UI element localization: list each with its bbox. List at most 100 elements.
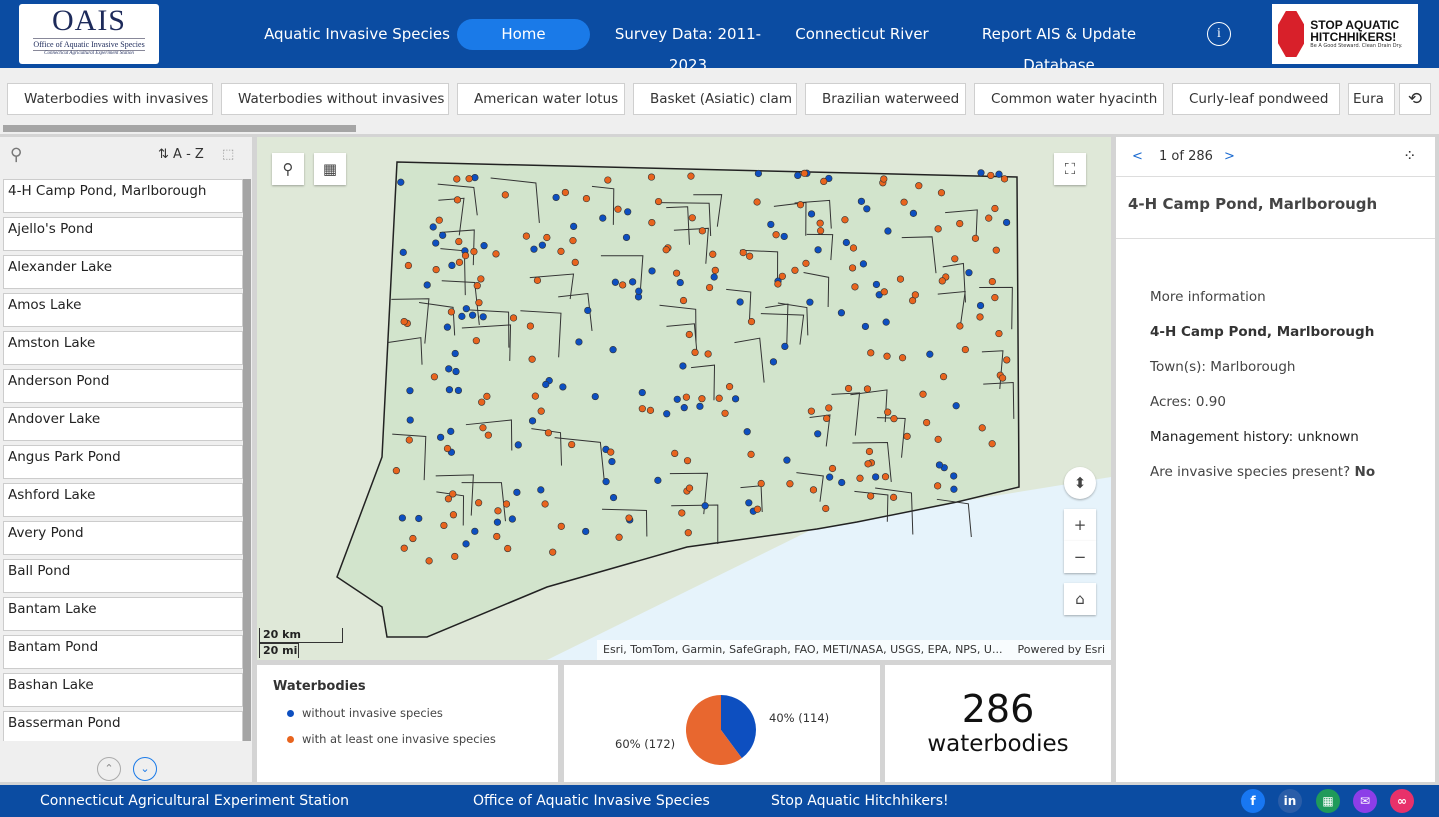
filter-basket-clam[interactable]: Basket (Asiatic) clam xyxy=(633,83,797,115)
zoom-in-button[interactable]: + xyxy=(1064,509,1096,541)
qr-code-icon[interactable]: ▦ xyxy=(314,153,346,185)
waterbody-point-with xyxy=(864,460,872,468)
search-icon[interactable]: ⚲ xyxy=(272,153,304,185)
waterbody-point-without xyxy=(872,473,880,481)
waterbody-point-with xyxy=(934,482,942,490)
filter-brazilian-waterweed[interactable]: Brazilian waterweed xyxy=(805,83,966,115)
waterbody-point-with xyxy=(509,314,518,322)
list-item[interactable]: Amos Lake xyxy=(3,293,243,327)
filter-curly-leaf-pondweed[interactable]: Curly-leaf pondweed xyxy=(1172,83,1340,115)
nav-aquatic-invasive-species[interactable]: Aquatic Invasive Species xyxy=(264,25,450,43)
list-item[interactable]: Ajello's Pond xyxy=(3,217,243,251)
facebook-icon[interactable]: f xyxy=(1241,789,1265,813)
fullscreen-icon[interactable]: ⛶ xyxy=(1054,153,1086,185)
waterbody-point-without xyxy=(859,260,868,268)
oais-logo[interactable]: OAIS Office of Aquatic Invasive Species … xyxy=(19,4,159,64)
map-canvas[interactable] xyxy=(257,137,1111,660)
filter-american-water-lotus[interactable]: American water lotus xyxy=(457,83,625,115)
linkedin-icon[interactable]: in xyxy=(1278,789,1302,813)
list-item[interactable]: Amston Lake xyxy=(3,331,243,365)
zoom-out-button[interactable]: − xyxy=(1064,541,1096,573)
waterbody-point-without xyxy=(468,311,477,319)
footer-link-oais[interactable]: Office of Aquatic Invasive Species xyxy=(473,793,710,809)
waterbody-point-with xyxy=(881,473,890,481)
waterbody-point-without xyxy=(570,222,578,230)
legend-widget: Waterbodies without invasive species wit… xyxy=(257,665,558,782)
email-icon[interactable]: ✉ xyxy=(1353,789,1377,813)
filter-eurasian[interactable]: Eura xyxy=(1348,83,1395,115)
list-item[interactable]: Alexander Lake xyxy=(3,255,243,289)
list-item[interactable]: Bashan Lake xyxy=(3,673,243,707)
list-item[interactable]: Bantam Lake xyxy=(3,597,243,631)
waterbody-point-with xyxy=(494,507,502,515)
clear-selection-icon[interactable]: ⬚ xyxy=(222,147,235,162)
waterbody-point-with xyxy=(543,233,551,242)
nav-survey-data[interactable]: Survey Data: 2011-2023 xyxy=(614,25,762,74)
previous-button[interactable]: < xyxy=(1132,149,1143,164)
map[interactable]: ⚲ ▦ ⛶ ⬍ + − ⌂ 20 km 20 mi Esri, TomTom, G… xyxy=(257,137,1111,660)
waterbody-point-without xyxy=(679,362,687,370)
waterbody-point-with xyxy=(991,204,999,213)
waterbody-point-without xyxy=(399,248,407,256)
waterbody-point-without xyxy=(814,246,822,254)
waterbody-point-with xyxy=(404,261,412,270)
pie-slice[interactable] xyxy=(686,695,742,765)
waterbody-point-with xyxy=(937,189,946,197)
waterbody-point-with xyxy=(544,429,553,437)
waterbody-point-without xyxy=(608,457,616,466)
page-down-button[interactable]: ⌄ xyxy=(133,757,157,781)
waterbody-point-with xyxy=(890,415,898,423)
waterbody-point-with xyxy=(465,175,473,183)
waterbody-point-with xyxy=(956,219,964,228)
waterbody-point-with xyxy=(863,385,872,393)
waterbody-point-with xyxy=(800,169,809,177)
sort-button[interactable]: ⇅ A - Z xyxy=(158,147,204,162)
list-item[interactable]: Bantam Pond xyxy=(3,635,243,669)
grid-view-icon[interactable]: ⁘ xyxy=(1403,146,1417,165)
info-icon[interactable]: i xyxy=(1207,22,1231,46)
filter-without-invasives[interactable]: Waterbodies without invasives xyxy=(221,83,449,115)
qr-code-icon[interactable]: ▦ xyxy=(1316,789,1340,813)
list-item[interactable]: Angus Park Pond xyxy=(3,445,243,479)
page-up-button[interactable]: ⌃ xyxy=(97,757,121,781)
list-item[interactable]: 4-H Camp Pond, Marlborough xyxy=(3,179,243,213)
waterbody-point-with xyxy=(449,490,457,498)
filter-common-water-hyacinth[interactable]: Common water hyacinth xyxy=(974,83,1164,115)
waterbody-point-without xyxy=(638,388,646,397)
waterbody-point-without xyxy=(528,417,537,425)
stop-aquatic-hitchhikers-logo[interactable]: STOP AQUATIC HITCHHIKERS! Be A Good Stewa… xyxy=(1272,4,1418,64)
footer-link-stop[interactable]: Stop Aquatic Hitchhikers! xyxy=(771,793,949,809)
reset-icon[interactable]: ⟲ xyxy=(1399,83,1431,115)
compass-icon[interactable]: ⬍ xyxy=(1064,467,1096,499)
nav-home[interactable]: Home xyxy=(457,19,590,50)
waterbody-point-with xyxy=(549,548,557,556)
list-scrollbar[interactable] xyxy=(243,179,251,741)
list-item[interactable]: Anderson Pond xyxy=(3,369,243,403)
waterbody-point-with xyxy=(978,424,986,432)
waterbody-point-without xyxy=(743,428,751,436)
list-item[interactable]: Ashford Lake xyxy=(3,483,243,517)
waterbody-point-with xyxy=(685,330,693,339)
waterbody-point-with xyxy=(915,182,923,190)
waterbody-point-with xyxy=(807,407,815,415)
home-icon[interactable]: ⌂ xyxy=(1064,583,1096,615)
list-item[interactable]: Ball Pond xyxy=(3,559,243,593)
filter-scrollbar[interactable] xyxy=(3,125,356,132)
waterbody-point-with xyxy=(531,392,539,400)
filter-with-invasives[interactable]: Waterbodies with invasives xyxy=(7,83,213,115)
waterbody-point-with xyxy=(809,486,818,494)
link-icon[interactable]: ∞ xyxy=(1390,789,1414,813)
nav-report-ais[interactable]: Report AIS & Update Database xyxy=(981,25,1137,74)
list-item[interactable]: Andover Lake xyxy=(3,407,243,441)
list-item[interactable]: Basserman Pond xyxy=(3,711,243,741)
nav-connecticut-river[interactable]: Connecticut River xyxy=(795,25,929,43)
waterbody-point-with xyxy=(472,337,480,345)
waterbody-point-with xyxy=(856,474,864,482)
search-icon[interactable]: ⚲ xyxy=(10,145,23,165)
footer-link-caes[interactable]: Connecticut Agricultural Experiment Stat… xyxy=(40,793,350,809)
list-item[interactable]: Avery Pond xyxy=(3,521,243,555)
pie-slice[interactable] xyxy=(721,695,756,759)
waterbody-point-with xyxy=(896,275,905,283)
waterbody-point-with xyxy=(823,414,831,422)
next-button[interactable]: > xyxy=(1224,149,1235,164)
